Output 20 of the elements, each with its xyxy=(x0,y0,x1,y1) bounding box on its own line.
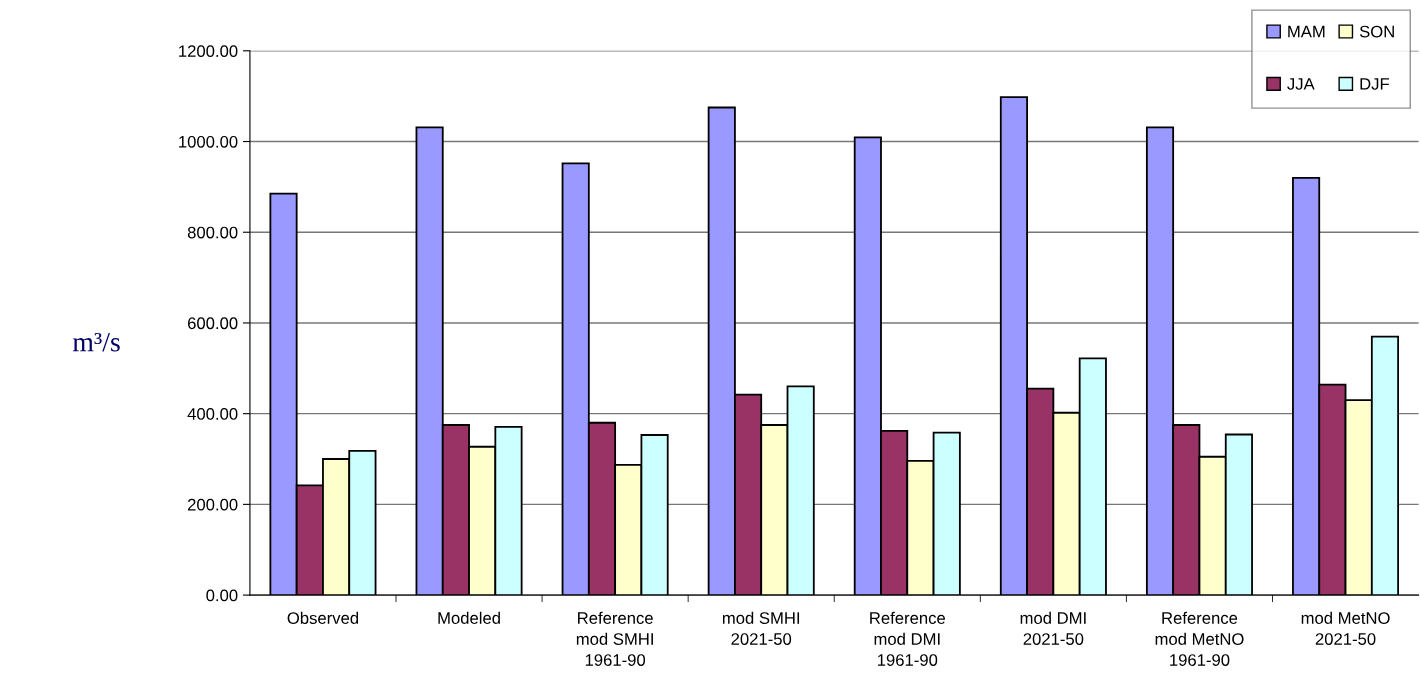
y-tick-label: 1200.00 xyxy=(179,45,238,58)
legend-label: DJF xyxy=(1360,78,1390,90)
x-tick-label: Observed xyxy=(287,611,359,624)
legend-label: JJA xyxy=(1287,78,1315,90)
y-tick-label: 600.00 xyxy=(187,317,238,330)
x-tick-label: mod MetNO 2021-50 xyxy=(1301,611,1390,645)
x-tick-label: Modeled xyxy=(438,611,500,624)
y-axis-title: m³/s xyxy=(72,332,120,352)
legend-label: SON xyxy=(1359,25,1394,38)
y-tick-label: 0.00 xyxy=(206,589,238,602)
x-tick-label: Reference mod SMHI 1961-90 xyxy=(576,611,653,666)
legend-label: MAM xyxy=(1288,25,1325,38)
y-tick-label: 800.00 xyxy=(187,226,238,239)
y-tick-label: 1000.00 xyxy=(179,135,238,148)
y-tick-label: 200.00 xyxy=(187,498,238,511)
x-tick-label: Reference mod MetNO 1961-90 xyxy=(1155,611,1244,666)
x-tick-label: mod SMHI 2021-50 xyxy=(722,611,800,645)
x-tick-label: Reference mod DMI 1961-90 xyxy=(870,611,945,666)
x-tick-label: mod DMI 2021-50 xyxy=(1020,611,1086,645)
y-tick-label: 400.00 xyxy=(187,408,238,420)
